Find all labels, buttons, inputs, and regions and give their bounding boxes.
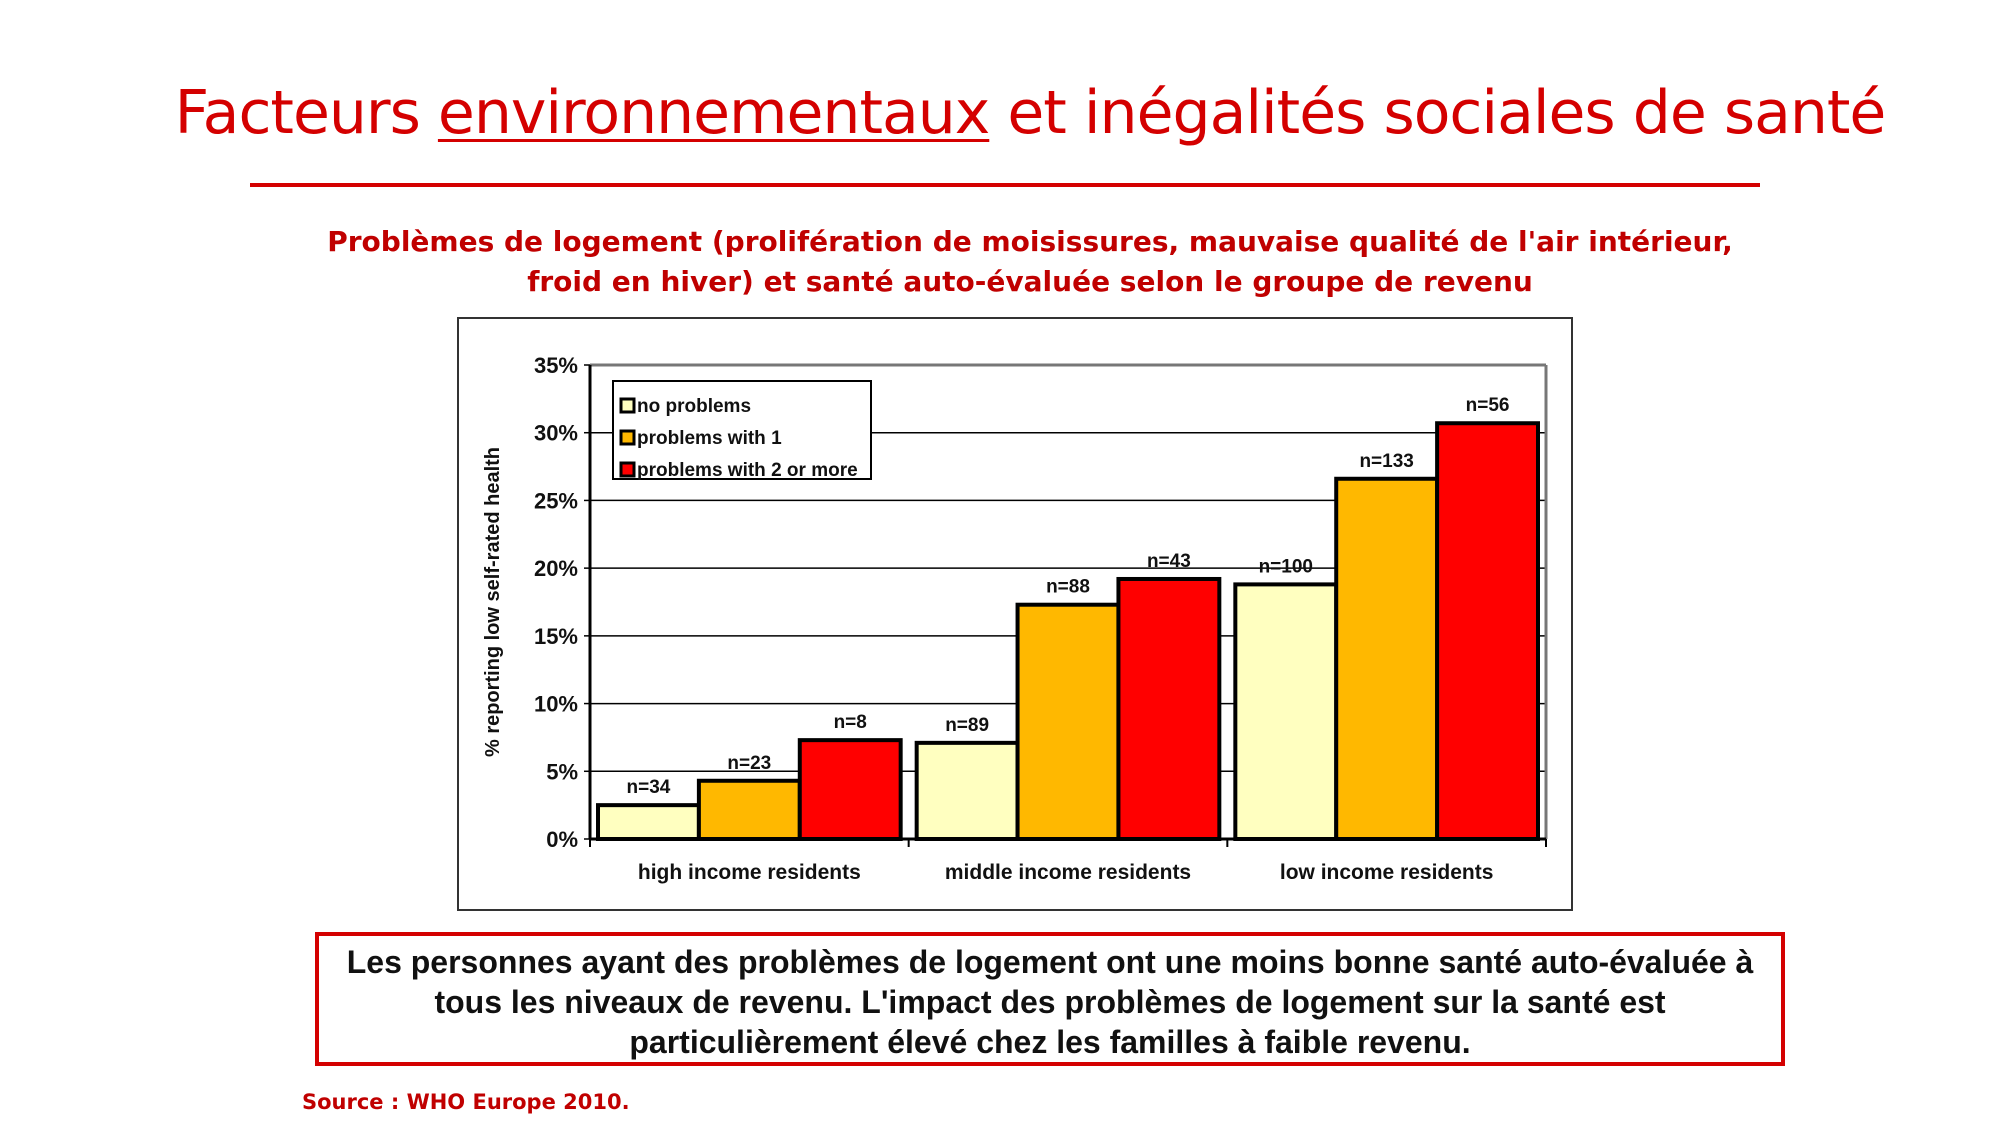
subtitle-line1: Problèmes de logement (prolifération de …	[327, 225, 1733, 258]
data-label: n=23	[727, 753, 771, 774]
x-tick-label: low income residents	[1280, 861, 1494, 884]
data-label: n=133	[1359, 451, 1413, 472]
legend-swatch	[619, 429, 636, 446]
x-tick-label: middle income residents	[945, 861, 1191, 884]
slide-title: Facteurs environnementaux et inégalités …	[0, 78, 2000, 148]
bar	[1334, 476, 1440, 841]
title-part2: et inégalités sociales de santé	[989, 78, 1886, 148]
subtitle-line2: froid en hiver) et santé auto-évaluée se…	[527, 265, 1533, 298]
bar	[797, 738, 903, 841]
legend-swatch	[619, 461, 636, 478]
y-tick-label: 35%	[534, 353, 578, 378]
conclusion-text: Les personnes ayant des problèmes de log…	[346, 944, 1754, 1060]
x-tick-label: high income residents	[638, 861, 861, 884]
y-tick-label: 10%	[534, 692, 578, 717]
bar	[596, 803, 701, 841]
bar	[1015, 602, 1121, 841]
y-tick-label: 0%	[546, 827, 578, 852]
data-label: n=43	[1147, 551, 1191, 572]
source-citation: Source : WHO Europe 2010.	[302, 1090, 630, 1114]
data-label: n=34	[627, 777, 671, 798]
y-tick-label: 30%	[534, 421, 578, 446]
bar	[696, 778, 802, 842]
title-part1: Facteurs	[174, 78, 438, 148]
bar-chart: 0% 5% 10% 15% 20% 25% 30% 35% n=34 n=23 n=8 high in…	[482, 353, 1548, 884]
bar	[1116, 576, 1222, 841]
y-tick-label: 5%	[546, 759, 578, 784]
y-axis-label: % reporting low self-rated health	[482, 447, 504, 757]
data-label: n=89	[945, 715, 989, 736]
chart-subtitle: Problèmes de logement (prolifération de …	[300, 222, 1760, 302]
conclusion-box: Les personnes ayant des problèmes de log…	[315, 932, 1785, 1066]
legend-swatch	[619, 397, 636, 414]
bar	[914, 740, 1020, 841]
bar	[1435, 421, 1540, 841]
title-underlined: environnementaux	[437, 78, 990, 148]
y-tick-label: 20%	[534, 556, 578, 581]
chart-frame: 0% 5% 10% 15% 20% 25% 30% 35% n=34 n=23 n=8 high in…	[457, 317, 1573, 911]
legend	[612, 380, 872, 480]
y-tick-label: 25%	[534, 488, 578, 513]
y-tick-label: 15%	[534, 624, 578, 649]
bar	[1233, 582, 1339, 841]
legend-label: problems with 1	[637, 428, 782, 449]
data-label: n=8	[834, 712, 867, 733]
legend-label: no problems	[637, 396, 751, 417]
data-label: n=100	[1259, 556, 1313, 577]
data-label: n=88	[1046, 577, 1090, 598]
title-divider	[250, 183, 1760, 187]
data-label: n=56	[1466, 395, 1510, 416]
legend-label: problems with 2 or more	[637, 460, 858, 481]
